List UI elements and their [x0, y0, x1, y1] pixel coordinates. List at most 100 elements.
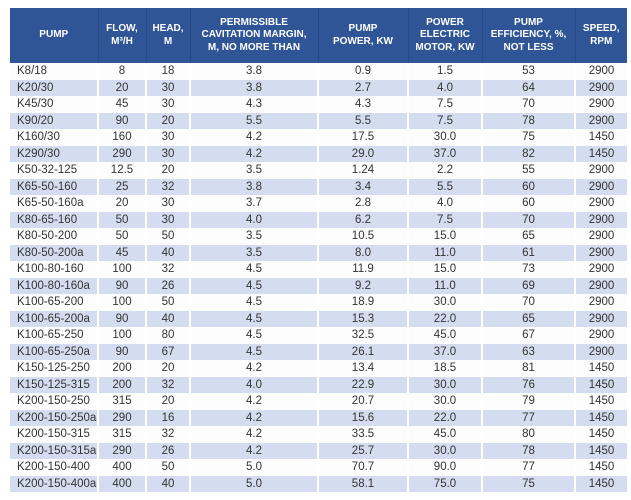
- value-cell: 4.2: [189, 145, 318, 162]
- value-cell: 90: [97, 112, 146, 129]
- value-cell: 77: [481, 409, 575, 426]
- value-cell: 2900: [574, 310, 627, 327]
- value-cell: 7.5: [407, 96, 482, 113]
- value-cell: 81: [481, 360, 575, 377]
- value-cell: 55: [481, 162, 575, 179]
- value-cell: 30: [145, 96, 190, 113]
- value-cell: 50: [145, 294, 190, 311]
- pump-name-cell: K100-80-160a: [17, 279, 90, 292]
- value-cell: 32: [145, 376, 190, 393]
- value-cell: 100: [97, 261, 146, 278]
- value-cell: 5.5: [407, 178, 482, 195]
- table-row: K150-125-315 200 32 4.0 22.9 30.0 76 1450: [10, 376, 627, 393]
- value-cell: 22.9: [317, 376, 408, 393]
- value-cell: 70.7: [317, 459, 408, 476]
- value-cell: 30: [145, 195, 190, 212]
- pump-name-cell: K80-50-200a: [17, 246, 84, 259]
- value-cell: 5.5: [317, 112, 408, 129]
- value-cell: 3.8: [189, 79, 318, 96]
- value-cell: 290: [97, 442, 146, 459]
- pump-name-cell: K80-65-160: [17, 213, 78, 226]
- value-cell: 5.0: [189, 475, 318, 492]
- table-row: K100-65-200a 90 40 4.5 15.3 22.0 65 2900: [10, 310, 627, 327]
- value-cell: 37.0: [407, 145, 482, 162]
- value-cell: 1.5: [407, 63, 482, 80]
- value-cell: 90: [97, 277, 146, 294]
- value-cell: 11.0: [407, 244, 482, 261]
- pump-name-cell: K200-150-250a: [17, 411, 97, 424]
- column-header-7: SPEED, RPM: [574, 8, 627, 63]
- value-cell: 80: [145, 327, 190, 344]
- value-cell: 160: [97, 129, 146, 146]
- value-cell: 20: [97, 79, 146, 96]
- value-cell: 69: [481, 277, 575, 294]
- value-cell: 8.0: [317, 244, 408, 261]
- pump-name-cell: K100-65-200: [17, 296, 84, 308]
- value-cell: 30: [145, 211, 190, 228]
- value-cell: 2900: [574, 79, 627, 96]
- value-cell: 32.5: [317, 327, 408, 344]
- value-cell: 4.2: [189, 393, 318, 410]
- value-cell: 15.0: [407, 261, 482, 278]
- value-cell: 7.5: [407, 112, 482, 129]
- value-cell: 25: [97, 178, 146, 195]
- value-cell: 45: [97, 244, 146, 261]
- value-cell: 3.7: [189, 195, 318, 212]
- value-cell: 90.0: [407, 459, 482, 476]
- value-cell: 11.0: [407, 277, 482, 294]
- value-cell: 100: [97, 327, 146, 344]
- value-cell: 26: [145, 442, 190, 459]
- pump-name-cell: K80-50-200: [17, 230, 78, 242]
- value-cell: 2900: [574, 112, 627, 129]
- column-header-0: PUMP: [10, 8, 98, 63]
- table-row: K100-65-250 100 80 4.5 32.5 45.0 67 2900: [10, 327, 627, 344]
- table-row: K80-65-160 50 30 4.0 6.2 7.5 70 2900: [10, 211, 627, 228]
- value-cell: 2.2: [407, 162, 482, 179]
- value-cell: 2900: [574, 211, 627, 228]
- value-cell: 2.7: [317, 79, 408, 96]
- table-row: K50-32-125 12.5 20 3.5 1.24 2.2 55 2900: [10, 162, 627, 179]
- value-cell: 20.7: [317, 393, 408, 410]
- value-cell: 400: [97, 475, 146, 492]
- value-cell: 53: [481, 63, 575, 80]
- value-cell: 4.2: [189, 442, 318, 459]
- value-cell: 45.0: [407, 327, 482, 344]
- pump-name-cell: K45/30: [17, 98, 54, 110]
- value-cell: 30.0: [407, 129, 482, 146]
- value-cell: 12.5: [97, 162, 146, 179]
- value-cell: 4.2: [189, 426, 318, 443]
- value-cell: 50: [145, 459, 190, 476]
- value-cell: 1450: [574, 129, 627, 146]
- table-row: K20/30 20 30 3.8 2.7 4.0 64 2900: [10, 79, 627, 96]
- pump-name-cell: K200-150-315: [17, 428, 90, 440]
- value-cell: 30.0: [407, 393, 482, 410]
- value-cell: 77: [481, 459, 575, 476]
- pump-name-cell: K200-150-400a: [17, 477, 97, 490]
- table-row: K100-80-160 100 32 4.5 11.9 15.0 73 2900: [10, 261, 627, 278]
- value-cell: 65: [481, 228, 575, 245]
- value-cell: 20: [97, 195, 146, 212]
- value-cell: 79: [481, 393, 575, 410]
- table-row: K200-150-250a 290 16 4.2 15.6 22.0 77 1450: [10, 409, 627, 426]
- value-cell: 61: [481, 244, 575, 261]
- value-cell: 3.5: [189, 244, 318, 261]
- value-cell: 3.5: [189, 162, 318, 179]
- value-cell: 63: [481, 343, 575, 360]
- pump-name-cell: K100-80-160: [17, 263, 84, 275]
- value-cell: 25.7: [317, 442, 408, 459]
- value-cell: 2900: [574, 162, 627, 179]
- value-cell: 20: [145, 112, 190, 129]
- value-cell: 15.0: [407, 228, 482, 245]
- value-cell: 11.9: [317, 261, 408, 278]
- value-cell: 2900: [574, 327, 627, 344]
- value-cell: 2900: [574, 195, 627, 212]
- value-cell: 26.1: [317, 343, 408, 360]
- table-row: K200-150-315 315 32 4.2 33.5 45.0 80 1450: [10, 426, 627, 443]
- value-cell: 2900: [574, 228, 627, 245]
- value-cell: 4.5: [189, 327, 318, 344]
- value-cell: 200: [97, 376, 146, 393]
- value-cell: 1450: [574, 475, 627, 492]
- value-cell: 1450: [574, 409, 627, 426]
- pump-name-cell: K65-50-160a: [17, 197, 84, 209]
- value-cell: 60: [481, 178, 575, 195]
